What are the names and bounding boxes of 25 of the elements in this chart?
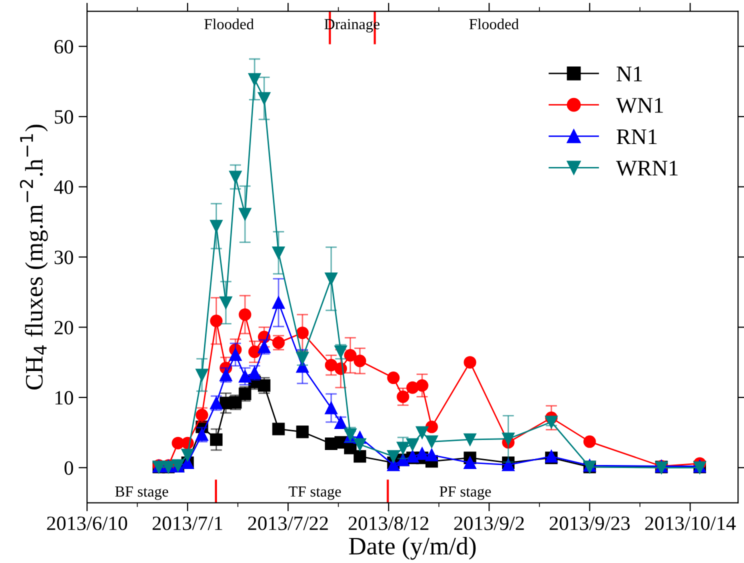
y-tick-label: 10	[55, 391, 74, 405]
y-tick-label: 50	[54, 110, 74, 124]
x-tick-label: 2013/9/2	[454, 516, 524, 530]
annotation: BF stage	[115, 486, 168, 500]
y-tick-label: 60	[54, 40, 74, 54]
legend-label: WN1	[616, 98, 663, 113]
y-tick-label: 20	[54, 320, 74, 334]
y-tick-label: 0	[64, 461, 74, 475]
x-tick-label: 2013/7/1	[152, 516, 222, 530]
y-axis-title: CH$_{4}$ fluxes (mg.m$^{−2}$.h$^{−1}$)	[20, 124, 48, 390]
y-tick-label: 40	[54, 180, 74, 194]
legend-label: WRN1	[616, 160, 678, 176]
annotation: Flooded	[204, 18, 254, 30]
y-tick-label: 30	[54, 250, 74, 264]
x-tick-label: 2013/7/22	[248, 516, 328, 530]
annotation: Flooded	[469, 18, 519, 30]
annotation: PF stage	[440, 486, 491, 500]
annotation: TF stage	[288, 486, 341, 500]
x-tick-label: 2013/9/23	[550, 516, 630, 530]
legend-label: N1	[616, 66, 642, 82]
x-tick-label: 2013/8/12	[348, 516, 428, 530]
x-tick-label: 2013/6/10	[47, 516, 128, 530]
legend-label: RN1	[616, 129, 657, 144]
x-axis-title: Date (y/m/d)	[349, 536, 476, 560]
x-tick-label: 2013/10/14	[645, 516, 736, 530]
